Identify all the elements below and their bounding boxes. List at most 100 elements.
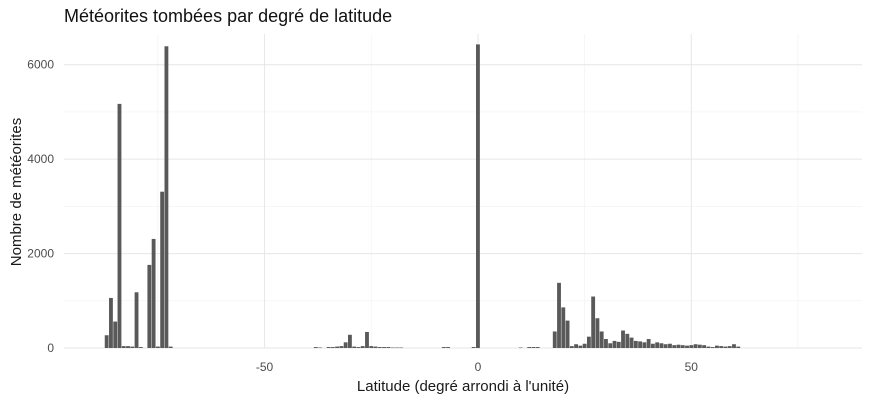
x-tick-label: 0	[475, 360, 482, 374]
bar	[352, 346, 357, 348]
bar	[574, 344, 579, 348]
bar	[714, 345, 719, 348]
bar	[557, 282, 561, 348]
y-tick-label: 0	[47, 341, 54, 355]
bar	[476, 44, 480, 348]
bar	[655, 342, 660, 348]
bar	[377, 347, 382, 348]
x-tick-labels: -50 0 50	[256, 360, 698, 374]
bar	[155, 346, 160, 348]
bar	[595, 318, 600, 348]
bar	[335, 346, 340, 348]
bar	[347, 334, 352, 348]
bar	[394, 347, 399, 349]
bar	[659, 343, 664, 348]
bar	[650, 343, 655, 348]
bar	[599, 331, 604, 348]
bar	[369, 346, 374, 348]
bar	[147, 264, 152, 348]
bar	[697, 344, 702, 348]
bar	[390, 347, 395, 349]
bar	[552, 331, 557, 348]
y-tick-label: 4000	[27, 152, 54, 166]
grid	[64, 34, 862, 349]
bar	[732, 344, 736, 348]
bar	[373, 346, 378, 348]
bar	[672, 345, 677, 348]
bar	[604, 339, 608, 348]
bar	[386, 347, 391, 348]
bar	[313, 347, 318, 348]
bar	[612, 340, 617, 348]
bar	[109, 297, 113, 348]
bar	[531, 347, 536, 348]
bar	[608, 343, 613, 348]
bar	[164, 46, 169, 348]
y-tick-label: 6000	[27, 58, 54, 72]
bar	[719, 346, 724, 348]
bar	[527, 347, 532, 348]
bar	[663, 344, 668, 348]
bar	[360, 346, 365, 348]
bar	[113, 321, 118, 348]
bar	[625, 333, 630, 348]
bar	[586, 336, 591, 348]
bar	[535, 347, 540, 348]
bar	[638, 341, 643, 348]
y-tick-label: 2000	[27, 247, 54, 261]
bar	[130, 346, 135, 348]
bar	[446, 347, 450, 348]
bar	[168, 346, 173, 348]
bar	[723, 346, 728, 348]
bar	[685, 345, 689, 348]
bar	[134, 292, 139, 348]
bar	[616, 341, 621, 348]
x-tick-label: -50	[256, 360, 274, 374]
y-axis-title: Nombre de météorites	[8, 118, 25, 266]
bar	[706, 346, 711, 348]
bar	[471, 347, 476, 348]
bar	[727, 346, 732, 348]
bar	[680, 345, 685, 348]
bar	[356, 347, 361, 348]
bar	[126, 346, 130, 348]
bar	[582, 343, 587, 348]
bar	[365, 331, 369, 348]
bar	[104, 335, 109, 348]
bar	[441, 347, 446, 348]
bar	[160, 191, 165, 348]
bar	[399, 347, 404, 349]
bar	[736, 346, 741, 348]
bar	[151, 238, 156, 348]
x-axis-title: Latitude (degré arrondi à l'unité)	[357, 378, 569, 395]
bar	[702, 345, 707, 348]
bar	[642, 342, 647, 348]
bar	[646, 339, 651, 348]
y-tick-labels: 0 2000 4000 6000	[27, 58, 54, 355]
bar	[330, 347, 335, 348]
bar	[326, 347, 331, 348]
x-tick-label: 50	[685, 360, 699, 374]
bar	[629, 337, 634, 348]
bar	[668, 343, 672, 348]
bars	[104, 44, 741, 349]
bar	[710, 347, 715, 348]
bar	[138, 347, 143, 348]
bar	[343, 342, 348, 348]
bar	[565, 320, 570, 348]
bar	[117, 103, 122, 348]
bar	[676, 344, 681, 348]
bar	[318, 347, 322, 349]
bar	[578, 345, 583, 348]
bar	[621, 330, 625, 348]
bar	[569, 346, 574, 348]
bar	[591, 296, 596, 348]
bar	[561, 307, 566, 348]
bar	[121, 346, 126, 348]
bar	[633, 340, 638, 348]
bar	[518, 347, 523, 349]
chart-title: Météorites tombées par degré de latitude	[64, 6, 393, 26]
bar	[693, 344, 698, 348]
bar	[382, 347, 386, 348]
